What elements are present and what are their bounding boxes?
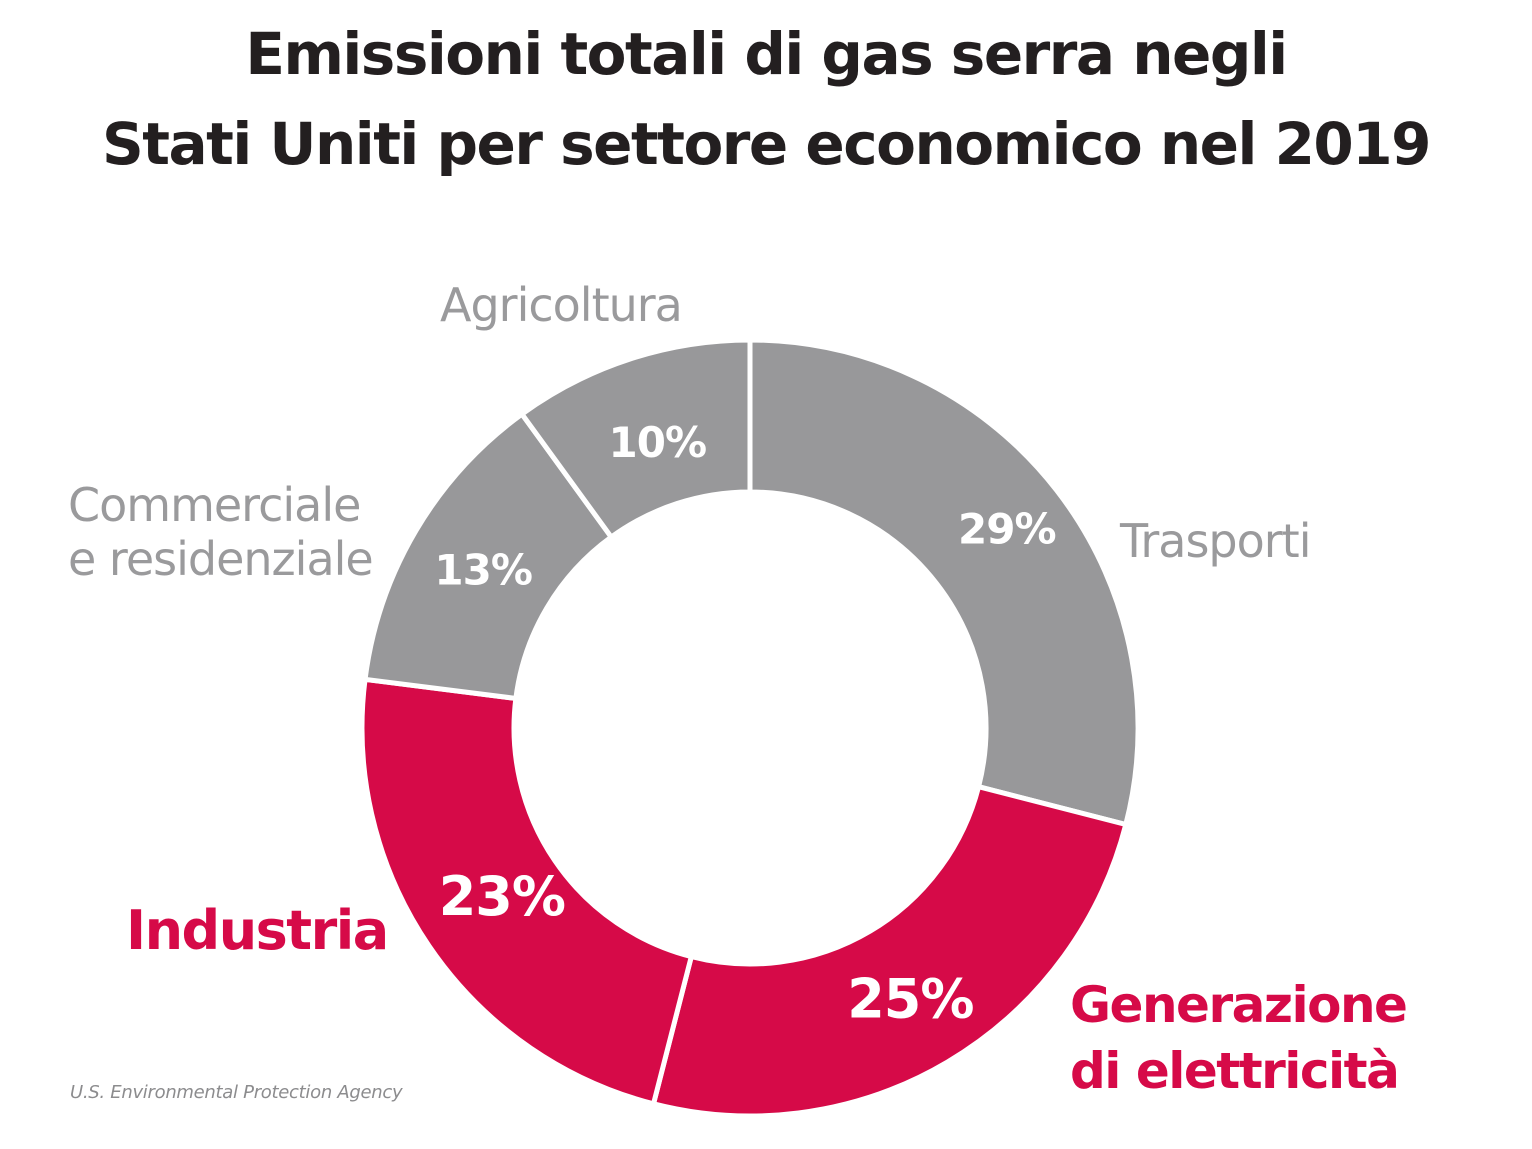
value-label-commerciale: 13% [434, 546, 532, 595]
source-note: U.S. Environmental Protection Agency [70, 1082, 403, 1103]
value-label-generazione: 25% [847, 968, 973, 1031]
category-label-commerciale: Commerciale e residenziale [68, 478, 374, 586]
category-label-trasporti-line-1: Trasporti [1120, 514, 1311, 568]
category-label-trasporti: Trasporti [1120, 514, 1311, 568]
category-label-generazione-line-2: di elettricità [1070, 1042, 1400, 1100]
category-label-commerciale-line-2: e residenziale [68, 532, 374, 586]
category-label-industria: Industria [126, 899, 389, 962]
category-label-generazione: Generazione di elettricità [1070, 972, 1408, 1104]
category-label-generazione-line-1: Generazione [1070, 976, 1408, 1034]
donut-slice-agricoltura [518, 337, 753, 541]
value-label-industria: 23% [439, 865, 565, 928]
category-label-industria-line-1: Industria [126, 899, 389, 962]
donut-slice-industria [359, 676, 695, 1107]
category-label-agricoltura: Agricoltura [440, 278, 683, 332]
chart-title-line-2: Stati Uniti per settore economico nel 20… [101, 110, 1432, 178]
category-label-commerciale-line-1: Commerciale [68, 478, 361, 532]
value-label-trasporti: 29% [958, 504, 1056, 553]
category-label-agricoltura-line-1: Agricoltura [440, 278, 683, 332]
value-label-agricoltura: 10% [609, 418, 707, 467]
chart-title-line-1: Emissioni totali di gas serra negli [245, 20, 1288, 88]
donut-slice-trasporti [747, 337, 1141, 828]
donut-slice-generazione [650, 783, 1129, 1119]
